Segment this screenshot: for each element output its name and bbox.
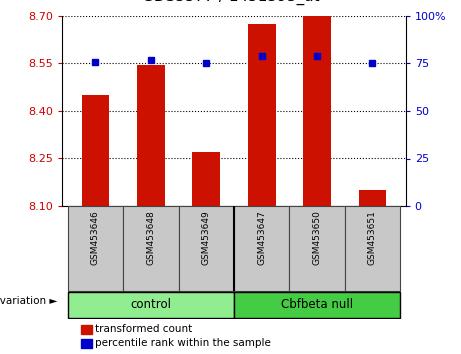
Bar (82, 95, 109, 206)
Bar (234, 206, 290, 291)
Text: GSM453646: GSM453646 (91, 210, 100, 265)
Bar (359, 190, 386, 206)
Text: GSM453651: GSM453651 (368, 210, 377, 265)
Text: control: control (130, 298, 171, 312)
Text: GSM453647: GSM453647 (257, 210, 266, 265)
Text: percentile rank within the sample: percentile rank within the sample (95, 338, 272, 348)
Bar (192, 152, 220, 206)
Bar (345, 206, 400, 291)
Bar (248, 24, 276, 206)
Bar (123, 206, 178, 291)
Bar (234, 292, 400, 318)
Text: GSM453649: GSM453649 (202, 210, 211, 265)
Bar (68, 206, 123, 291)
Bar (178, 206, 234, 291)
Bar (303, 16, 331, 206)
Bar (137, 65, 165, 206)
Text: transformed count: transformed count (95, 324, 193, 334)
Text: Cbfbeta null: Cbfbeta null (281, 298, 353, 312)
Text: genotype/variation ►: genotype/variation ► (0, 296, 58, 307)
Bar (68, 292, 234, 318)
Text: GDS3577 / 1451393_at: GDS3577 / 1451393_at (142, 0, 319, 5)
Text: GSM453650: GSM453650 (313, 210, 322, 265)
Text: GSM453648: GSM453648 (146, 210, 155, 265)
Bar (290, 206, 345, 291)
